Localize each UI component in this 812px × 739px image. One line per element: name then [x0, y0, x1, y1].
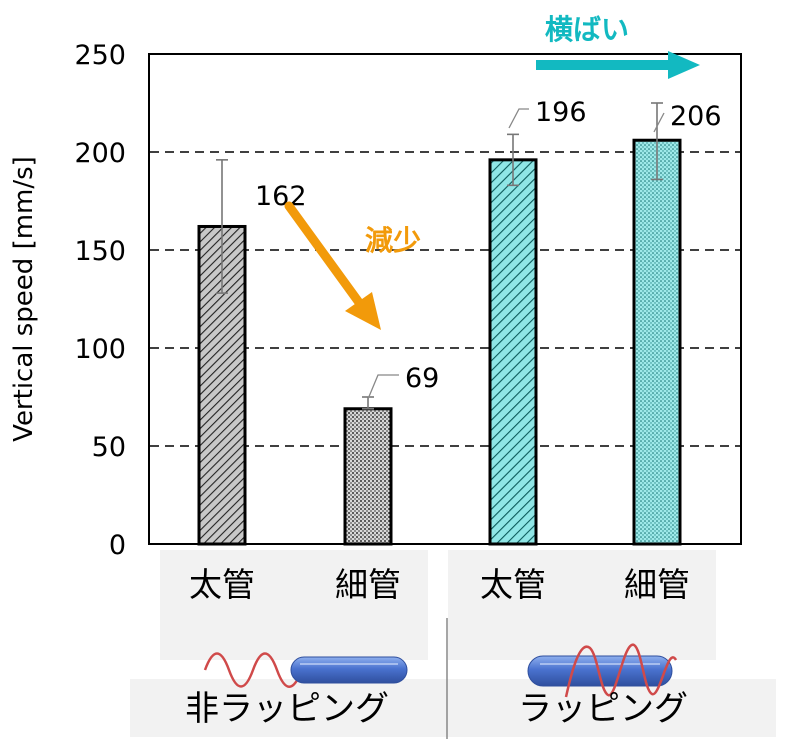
category-label: 細管 — [624, 565, 690, 604]
value-label: 162 — [255, 181, 307, 212]
value-label: 69 — [405, 363, 439, 394]
y-tick-label: 150 — [74, 236, 126, 267]
group-label-unwrapped: 非ラッピング — [185, 689, 389, 729]
group-label-wrapped: ラッピング — [518, 689, 688, 729]
category-labels: 太管 細管 太管 細管 — [189, 565, 690, 604]
y-tick-label: 100 — [74, 334, 126, 365]
value-label: 196 — [535, 97, 587, 128]
gridlines — [150, 151, 740, 447]
value-label-leader — [367, 374, 399, 400]
category-label: 細管 — [335, 565, 401, 604]
unwrapped-rod-illustration — [203, 652, 408, 688]
decrease-label: 減少 — [365, 224, 421, 257]
y-tick-label: 50 — [92, 432, 126, 463]
y-axis-ticks: 0 50 100 150 200 250 — [74, 40, 126, 561]
y-tick-label: 200 — [74, 138, 126, 169]
error-bars — [216, 102, 663, 410]
value-labels: 162 69 196 206 — [255, 97, 722, 400]
bar — [488, 158, 538, 546]
bar — [632, 138, 682, 546]
bars — [197, 138, 682, 546]
category-label: 太管 — [189, 565, 255, 604]
category-panel-right — [448, 550, 716, 660]
decrease-arrow — [284, 201, 381, 330]
bar — [343, 407, 393, 546]
y-tick-label: 250 — [74, 40, 126, 71]
y-tick-label: 0 — [109, 530, 126, 561]
category-label: 太管 — [480, 565, 546, 604]
flat-label: 横ばい — [545, 13, 629, 46]
group-panel — [130, 679, 776, 737]
wrapped-rod-illustration — [527, 643, 678, 698]
category-panel-left — [160, 550, 428, 660]
value-label-leader — [508, 108, 529, 129]
value-label-leader — [653, 112, 665, 133]
y-axis-title: Vertical speed [mm/s] — [9, 156, 39, 442]
value-label: 206 — [670, 101, 722, 132]
flat-arrow — [536, 51, 700, 79]
